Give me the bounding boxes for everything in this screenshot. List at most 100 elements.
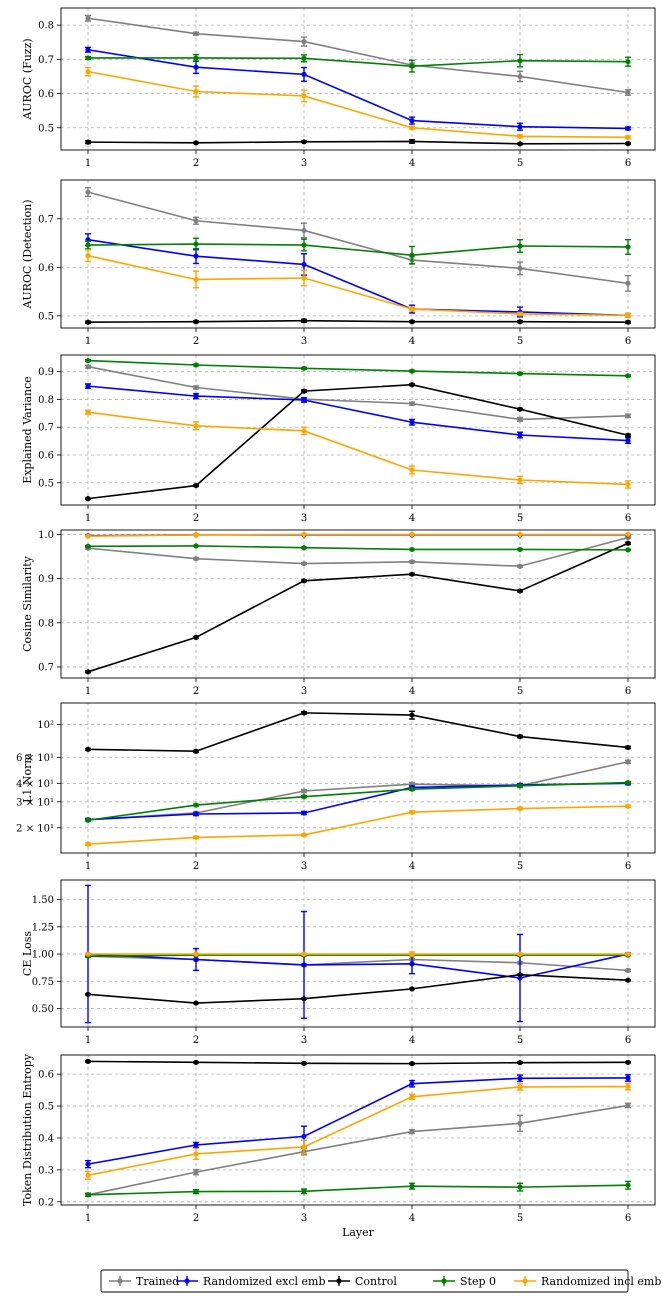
data-point bbox=[409, 1183, 415, 1189]
x-tick-label: 2 bbox=[193, 686, 199, 697]
axes-frame bbox=[60, 1054, 656, 1206]
data-point bbox=[193, 393, 199, 399]
data-point bbox=[193, 218, 199, 224]
series-line bbox=[87, 712, 629, 753]
data-point bbox=[409, 401, 415, 407]
series-line bbox=[87, 191, 629, 285]
y-tick-label: 0.6 bbox=[38, 1070, 54, 1081]
data-point bbox=[193, 1151, 199, 1157]
data-point bbox=[517, 733, 523, 740]
legend-label: Trained bbox=[136, 1275, 179, 1288]
x-tick-label: 2 bbox=[193, 861, 199, 872]
data-point bbox=[85, 15, 91, 21]
data-point bbox=[625, 759, 631, 765]
legend-entry: Control bbox=[328, 1275, 397, 1288]
x-tick-label: 4 bbox=[409, 336, 415, 347]
data-point bbox=[517, 133, 523, 139]
series-control bbox=[85, 972, 631, 1006]
y-axis-label: AUROC (Detection) bbox=[21, 199, 34, 309]
y-axis-label: CE Loss bbox=[21, 931, 34, 977]
series-trained bbox=[85, 759, 631, 823]
data-point bbox=[301, 227, 307, 234]
data-point bbox=[85, 746, 91, 752]
data-point bbox=[625, 140, 631, 147]
data-point bbox=[625, 1102, 631, 1109]
x-tick-label: 4 bbox=[409, 513, 415, 524]
data-point bbox=[517, 951, 523, 957]
series-line bbox=[87, 238, 629, 317]
data-point bbox=[301, 1144, 307, 1150]
legend-entry: Randomized incl emb bbox=[514, 1275, 661, 1288]
y-axis-label: L1 Norm bbox=[21, 753, 34, 803]
data-point bbox=[301, 832, 307, 838]
series-line bbox=[87, 953, 629, 979]
data-point bbox=[193, 956, 199, 963]
x-tick-label: 3 bbox=[301, 861, 307, 872]
data-point bbox=[193, 834, 199, 841]
data-point bbox=[409, 138, 415, 145]
y-axis-label: Cosine Similarity bbox=[21, 555, 34, 652]
legend: Trained Randomized excl emb Control Step 0 R… bbox=[100, 1269, 661, 1293]
y-tick-label: 0.6 bbox=[38, 451, 54, 462]
data-point bbox=[517, 588, 523, 594]
series-trained bbox=[85, 953, 631, 973]
series-trained bbox=[85, 14, 631, 96]
data-point bbox=[517, 546, 523, 553]
panel-1: 0.5 0.6 0.7 0.8 1 2 3 4 5 6 AUROC (Fuzz) bbox=[21, 7, 656, 169]
data-point bbox=[301, 560, 307, 567]
axes-frame bbox=[60, 179, 656, 329]
data-point bbox=[625, 977, 631, 983]
series-line bbox=[87, 1104, 629, 1196]
data-point bbox=[301, 951, 307, 957]
data-point bbox=[409, 961, 415, 967]
data-point bbox=[193, 31, 199, 37]
y-tick-label: 6 × 10¹ bbox=[16, 753, 54, 764]
data-point bbox=[625, 779, 631, 786]
x-tick-label: 2 bbox=[193, 1213, 199, 1224]
data-point bbox=[85, 1192, 91, 1198]
y-tick-label: 1.00 bbox=[32, 950, 54, 961]
data-point bbox=[193, 802, 199, 808]
data-point bbox=[85, 951, 91, 957]
series-step-0 bbox=[85, 779, 631, 823]
data-point bbox=[193, 276, 199, 283]
data-point bbox=[625, 803, 631, 809]
y-tick-label: 0.9 bbox=[38, 367, 54, 378]
axes-frame bbox=[60, 354, 656, 506]
data-point bbox=[409, 467, 415, 473]
y-axis-label: Token Distribution Entropy bbox=[21, 1053, 34, 1206]
data-point bbox=[193, 556, 199, 562]
data-point bbox=[85, 189, 91, 195]
data-point bbox=[517, 406, 523, 412]
x-tick-label: 4 bbox=[409, 861, 415, 872]
x-tick-label: 1 bbox=[85, 686, 91, 697]
data-point bbox=[301, 1060, 307, 1066]
data-point bbox=[193, 253, 199, 259]
data-point bbox=[409, 571, 415, 577]
data-point bbox=[193, 532, 199, 538]
legend-label: Step 0 bbox=[460, 1275, 496, 1288]
x-tick-label: 1 bbox=[85, 158, 91, 169]
panel-5: 2 × 10¹ 3 × 10¹ 4 × 10¹ 6 × 10¹ 10² 1 2 3 4 5 6 L1 … bbox=[16, 702, 656, 872]
data-point bbox=[85, 669, 91, 675]
y-tick-label: 0.4 bbox=[38, 1133, 54, 1144]
data-point bbox=[625, 413, 631, 419]
y-tick-label: 0.2 bbox=[38, 1197, 54, 1208]
series-line bbox=[87, 545, 629, 551]
data-point bbox=[409, 252, 415, 258]
x-tick-label: 3 bbox=[301, 158, 307, 169]
data-point bbox=[85, 841, 91, 847]
series-trained bbox=[85, 1102, 631, 1198]
data-point bbox=[625, 547, 631, 553]
data-point bbox=[517, 141, 523, 147]
x-tick-label: 2 bbox=[193, 158, 199, 169]
x-tick-label: 3 bbox=[301, 336, 307, 347]
data-point bbox=[193, 811, 199, 817]
axes-frame bbox=[60, 7, 656, 151]
data-point bbox=[85, 1058, 91, 1064]
y-tick-label: 0.8 bbox=[38, 395, 54, 406]
legend-box bbox=[100, 1269, 629, 1293]
y-tick-label: 0.3 bbox=[38, 1165, 54, 1176]
data-point bbox=[517, 73, 523, 80]
y-tick-label: 0.5 bbox=[38, 311, 54, 322]
